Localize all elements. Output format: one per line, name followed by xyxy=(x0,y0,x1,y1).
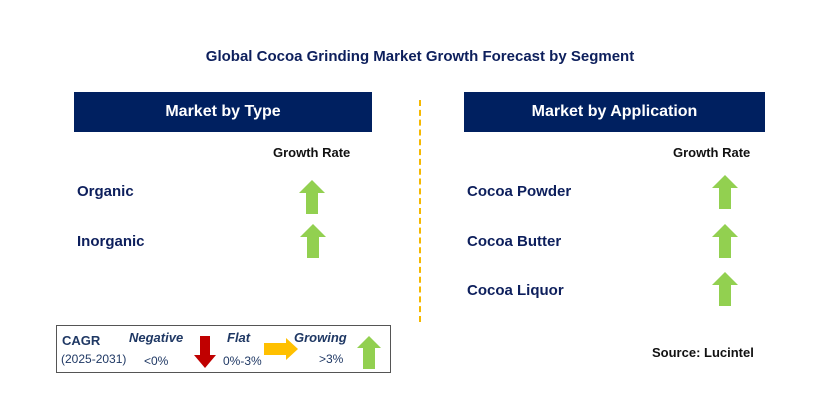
legend-cagr: CAGR xyxy=(62,333,101,348)
down-arrow-icon xyxy=(194,336,216,368)
legend-growing: Growing xyxy=(294,330,347,345)
legend-flat: Flat xyxy=(227,330,251,345)
type-growth-rate-label: Growth Rate xyxy=(273,145,351,160)
chart-title: Global Cocoa Grinding Market Growth Fore… xyxy=(205,48,635,65)
legend-flat-range: 0%-3% xyxy=(223,354,262,368)
application-item-cocoa-butter: Cocoa Butter xyxy=(467,233,562,250)
application-growth-rate-label: Growth Rate xyxy=(673,145,751,160)
application-header: Market by Application xyxy=(464,92,765,132)
legend-period: (2025-2031) xyxy=(61,352,127,366)
type-item-inorganic: Inorganic xyxy=(77,233,145,250)
up-arrow-icon xyxy=(300,224,326,258)
up-arrow-icon xyxy=(712,272,738,306)
legend-negative-range: <0% xyxy=(144,354,169,368)
up-arrow-icon xyxy=(712,224,738,258)
cagr-legend: CAGR (2025-2031) Negative <0% Flat 0%-3%… xyxy=(56,325,391,373)
up-arrow-icon xyxy=(357,336,381,369)
type-item-organic: Organic xyxy=(77,183,134,200)
application-item-cocoa-powder: Cocoa Powder xyxy=(467,183,572,200)
up-arrow-icon xyxy=(712,175,738,209)
up-arrow-icon xyxy=(299,180,325,214)
source-label: Source: Lucintel xyxy=(652,345,754,360)
type-header: Market by Type xyxy=(74,92,372,132)
dashed-divider xyxy=(419,100,421,322)
application-item-cocoa-liquor: Cocoa Liquor xyxy=(467,282,564,299)
legend-growing-range: >3% xyxy=(319,352,344,366)
right-arrow-icon xyxy=(264,338,298,360)
legend-negative: Negative xyxy=(129,330,184,345)
